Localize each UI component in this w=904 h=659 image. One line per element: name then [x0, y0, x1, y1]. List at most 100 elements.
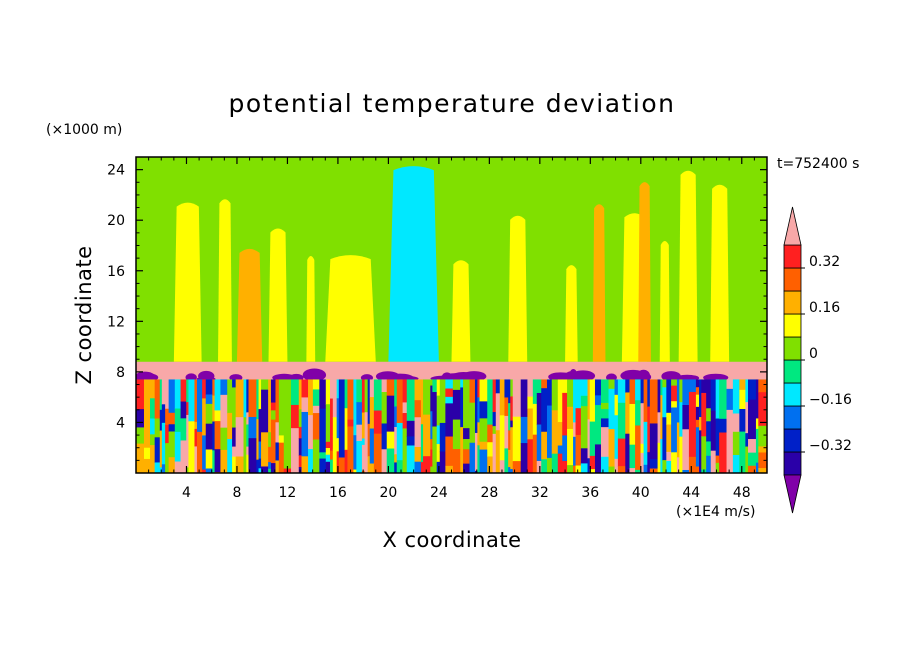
turbulence-cell	[629, 468, 636, 473]
turbulence-cell	[640, 452, 645, 473]
turbulence-cell	[325, 441, 331, 449]
turbulence-cell	[676, 457, 680, 473]
turbulence-cell	[508, 390, 511, 404]
turbulence-cell	[520, 379, 529, 418]
turbulence-cell	[662, 387, 667, 418]
turbulence-cell	[739, 389, 746, 410]
turbulence-cell	[283, 379, 292, 401]
turbulence-cell	[575, 434, 582, 467]
turbulence-cell	[205, 468, 213, 473]
turbulence-cell	[649, 451, 659, 460]
colorbar: −0.32 −0.16 0 0.16 0.32	[783, 206, 852, 514]
turbulence-cell	[445, 403, 454, 438]
turbulence-cell	[332, 449, 338, 473]
turbulence-cell	[495, 469, 501, 473]
turbulence-cell	[436, 444, 441, 463]
turbulence-cell	[332, 435, 338, 450]
plume-streak	[268, 228, 288, 362]
turbulence-cell	[232, 379, 237, 389]
plume-streak	[565, 265, 578, 362]
turbulence-cell	[532, 403, 538, 436]
x-tick-label: 16	[329, 485, 347, 501]
turbulence-cell	[640, 379, 645, 404]
turbulence-cell	[527, 408, 534, 440]
turbulence-cell	[298, 379, 303, 410]
turbulence-cell	[510, 420, 514, 428]
turbulence-cell	[364, 412, 369, 439]
y-tick-label: 16	[107, 264, 125, 280]
turbulence-cell	[194, 446, 198, 473]
turbulence-cell	[227, 439, 233, 473]
x-tick-label: 24	[430, 485, 448, 501]
turbulence-cell	[460, 379, 464, 389]
turbulence-cell	[220, 394, 228, 429]
turbulence-cell	[508, 467, 511, 473]
turbulence-cell	[364, 379, 369, 413]
turbulence-cell	[748, 452, 757, 467]
turbulence-cell	[361, 438, 366, 446]
turbulence-cell	[338, 419, 346, 459]
turbulence-cell	[617, 466, 626, 473]
turbulence-cell	[695, 394, 700, 408]
turbulence-cell	[445, 465, 454, 473]
turbulence-cell	[347, 379, 355, 421]
turbulence-cell	[594, 405, 602, 446]
turbulence-cell	[430, 385, 433, 412]
turbulence-cell	[758, 392, 767, 427]
turbulence-cell	[635, 379, 642, 401]
turbulence-cell	[205, 449, 213, 470]
turbulence-cell	[510, 405, 514, 422]
turbulence-cell	[594, 444, 602, 473]
turbulence-cell	[161, 464, 166, 473]
turbulence-cell	[600, 402, 610, 410]
stable-band-eddy	[441, 372, 453, 382]
turbulence-cell	[562, 392, 568, 437]
turbulence-cell	[154, 437, 161, 464]
turbulence-cell	[356, 424, 363, 442]
turbulence-cell	[430, 466, 433, 473]
turbulence-cell	[136, 409, 145, 429]
x-tick-label: 32	[531, 485, 549, 501]
turbulence-cell	[298, 426, 303, 439]
turbulence-cell	[214, 449, 222, 473]
turbulence-cell	[676, 422, 680, 458]
turbulence-cell	[430, 449, 433, 468]
turbulence-cell	[220, 427, 228, 451]
turbulence-cell	[643, 464, 648, 473]
turbulence-cell	[479, 418, 488, 443]
turbulence-cell	[232, 456, 237, 473]
turbulence-cell	[748, 439, 757, 454]
turbulence-cell	[275, 379, 280, 423]
turbulence-cell	[235, 417, 245, 458]
turbulence-cell	[666, 451, 672, 462]
stable-band-eddy	[185, 373, 197, 382]
turbulence-cell	[504, 397, 509, 406]
upper-field	[136, 157, 767, 364]
turbulence-cell	[332, 417, 338, 437]
turbulence-cell	[347, 419, 355, 428]
turbulence-cell	[420, 379, 424, 425]
plume-streak	[401, 286, 427, 362]
turbulence-cell	[699, 379, 702, 418]
turbulence-cell	[235, 456, 245, 473]
turbulence-cell	[205, 379, 213, 396]
turbulence-cell	[202, 435, 207, 471]
turbulence-cell	[406, 420, 416, 437]
turbulence-cell	[402, 428, 408, 465]
turbulence-cell	[423, 379, 431, 416]
turbulence-cell	[319, 379, 327, 410]
turbulence-cell	[180, 401, 187, 419]
turbulence-cell	[643, 379, 648, 423]
turbulence-cell	[227, 412, 233, 440]
turbulence-cell	[180, 379, 187, 403]
turbulence-cell	[220, 379, 228, 396]
turbulence-cell	[439, 451, 446, 473]
turbulence-cell	[268, 379, 272, 395]
turbulence-cell	[423, 456, 431, 473]
turbulence-cell	[290, 456, 300, 473]
turbulence-cell	[573, 422, 577, 438]
x-unit-label: (×1E4 m/s)	[676, 504, 755, 520]
turbulence-cell	[660, 395, 663, 440]
turbulence-cell	[373, 410, 383, 435]
x-tick-label: 40	[632, 485, 650, 501]
